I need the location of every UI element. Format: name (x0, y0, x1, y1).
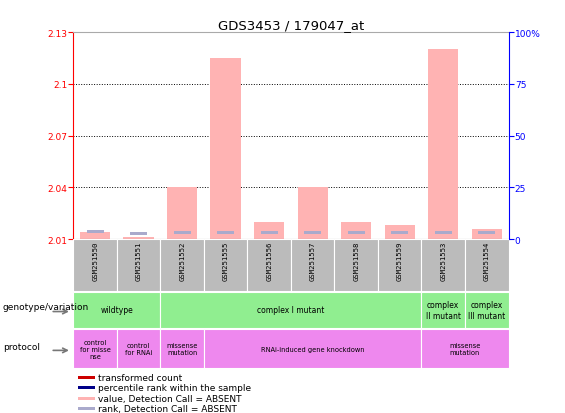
Bar (465, 240, 508, 291)
Bar (392, 232, 408, 234)
Text: complex I mutant: complex I mutant (257, 306, 325, 315)
Bar (421, 329, 508, 368)
Text: GSM251550: GSM251550 (92, 241, 98, 280)
Bar (80, 233, 110, 240)
Bar (78, 407, 94, 410)
Text: missense
mutation: missense mutation (449, 342, 481, 355)
Bar (204, 329, 421, 368)
Bar (174, 232, 190, 234)
Text: transformed count: transformed count (98, 373, 182, 382)
Bar (131, 233, 147, 235)
Bar (78, 386, 94, 389)
Text: control
for RNAi: control for RNAi (125, 342, 153, 355)
Bar (73, 329, 117, 368)
Bar (348, 232, 364, 234)
Bar (211, 59, 241, 240)
Text: complex
III mutant: complex III mutant (468, 301, 505, 320)
Text: GSM251558: GSM251558 (353, 241, 359, 280)
Bar (218, 232, 234, 234)
Bar (298, 188, 328, 240)
Bar (124, 238, 154, 240)
Text: rank, Detection Call = ABSENT: rank, Detection Call = ABSENT (98, 404, 237, 413)
Bar (341, 222, 371, 240)
Text: GSM251551: GSM251551 (136, 241, 142, 280)
Bar (385, 226, 415, 240)
Bar (160, 240, 204, 291)
Bar (472, 229, 502, 240)
Title: GDS3453 / 179047_at: GDS3453 / 179047_at (218, 19, 364, 32)
Bar (160, 329, 204, 368)
Text: genotype/variation: genotype/variation (3, 302, 89, 311)
Text: protocol: protocol (3, 342, 40, 351)
Text: wildtype: wildtype (101, 306, 133, 315)
Text: RNAi-induced gene knockdown: RNAi-induced gene knockdown (261, 346, 364, 352)
Bar (87, 231, 103, 233)
Bar (421, 292, 465, 328)
Text: percentile rank within the sample: percentile rank within the sample (98, 383, 251, 392)
Bar (421, 240, 465, 291)
Bar (78, 397, 94, 400)
Text: value, Detection Call = ABSENT: value, Detection Call = ABSENT (98, 394, 241, 403)
Bar (254, 222, 284, 240)
Bar (428, 50, 458, 240)
Bar (160, 292, 421, 328)
Bar (261, 232, 277, 234)
Text: GSM251554: GSM251554 (484, 241, 490, 280)
Bar (73, 240, 117, 291)
Bar (291, 240, 334, 291)
Text: GSM251556: GSM251556 (266, 241, 272, 280)
Bar (479, 232, 495, 234)
Text: GSM251559: GSM251559 (397, 241, 403, 280)
Text: GSM251555: GSM251555 (223, 241, 229, 280)
Bar (117, 240, 160, 291)
Bar (334, 240, 378, 291)
Text: complex
II mutant: complex II mutant (426, 301, 460, 320)
Bar (73, 292, 160, 328)
Bar (305, 232, 321, 234)
Bar (167, 188, 197, 240)
Text: control
for misse
nse: control for misse nse (80, 339, 111, 359)
Text: GSM251552: GSM251552 (179, 241, 185, 280)
Bar (247, 240, 291, 291)
Bar (78, 376, 94, 379)
Text: GSM251553: GSM251553 (440, 241, 446, 280)
Bar (465, 292, 508, 328)
Bar (435, 232, 451, 234)
Text: missense
mutation: missense mutation (167, 342, 198, 355)
Text: GSM251557: GSM251557 (310, 241, 316, 280)
Bar (204, 240, 247, 291)
Bar (117, 329, 160, 368)
Bar (378, 240, 421, 291)
